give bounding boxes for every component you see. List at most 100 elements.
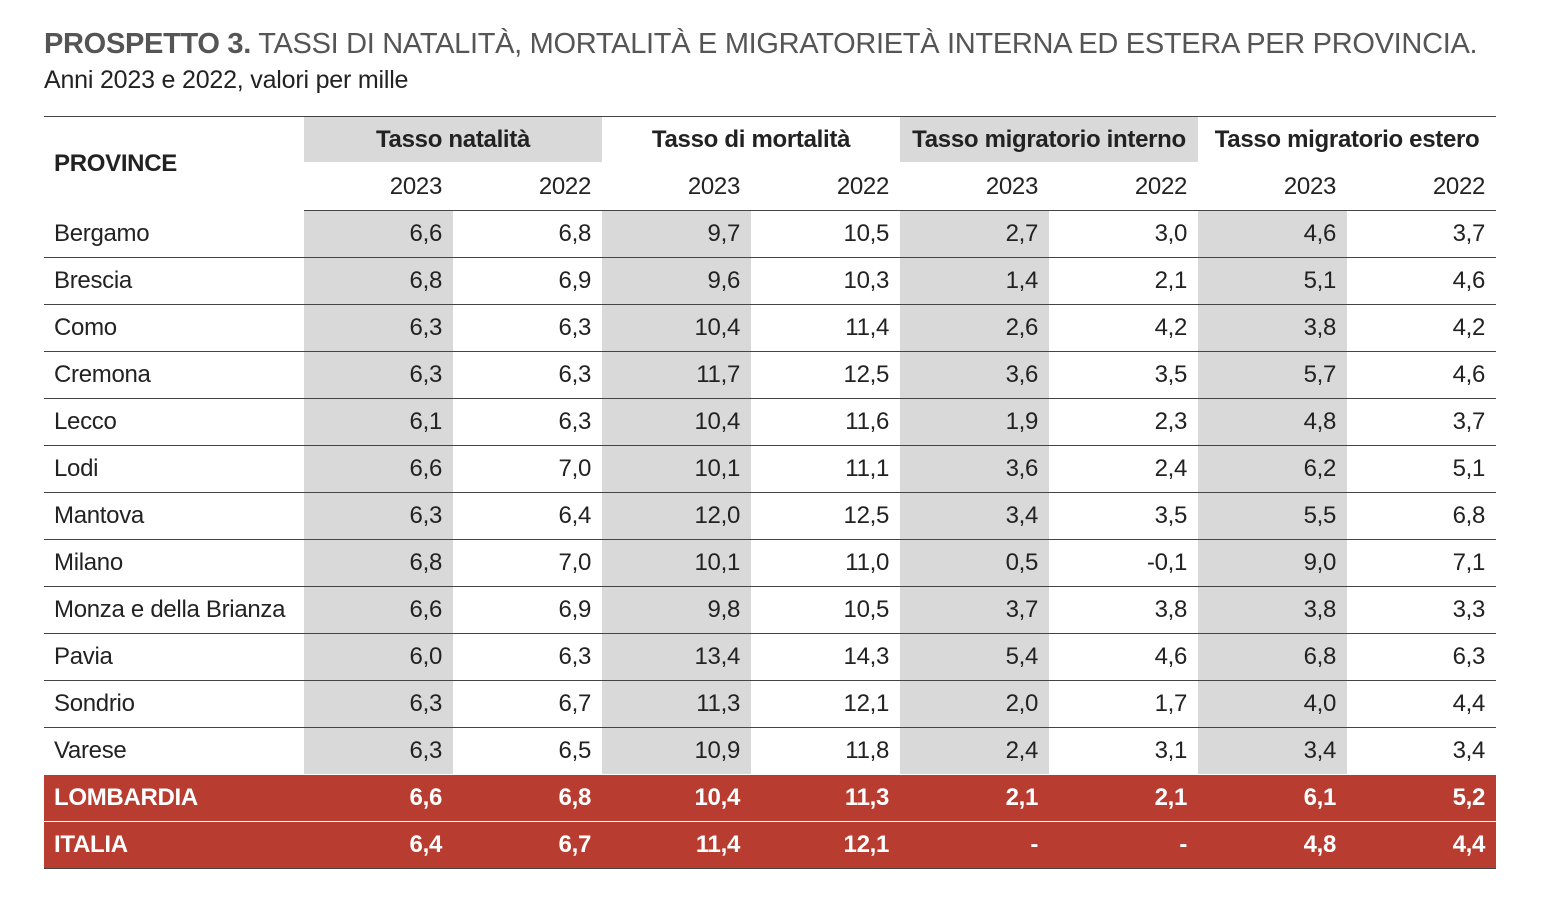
value-cell: 7,1: [1347, 539, 1497, 587]
value-cell: 2,6: [900, 304, 1050, 352]
table-row: Monza e della Brianza 6,6 6,9 9,8 10,5 3,7 3,8…: [44, 586, 1497, 634]
total-name: LOMBARDIA: [44, 774, 304, 822]
value-cell: 3,6: [900, 351, 1050, 399]
total-row: ITALIA 6,4 6,7 11,4 12,1- -4,8 4,4: [44, 821, 1497, 869]
group-header-migr-estero: Tasso migratorio estero: [1198, 116, 1497, 163]
value-cell: 11,4: [751, 304, 901, 352]
value-cell: 4,8: [1198, 821, 1348, 869]
value-cell: 1,4: [900, 257, 1050, 305]
table-row: Varese 6,3 6,5 10,9 11,8 2,4 3,1 3,4 3,4: [44, 727, 1497, 775]
value-cell: 3,6: [900, 445, 1050, 493]
value-cell: 10,9: [602, 727, 752, 775]
value-cell: 6,6: [304, 586, 453, 634]
value-cell: 6,9: [453, 257, 603, 305]
value-cell: 12,1: [751, 680, 901, 728]
value-cell: 10,3: [751, 257, 901, 305]
year-header: 2022: [1049, 162, 1199, 211]
value-cell: 6,4: [304, 821, 453, 869]
title-text: TASSI DI NATALITÀ, MORTALITÀ E MIGRATORI…: [250, 28, 1478, 60]
table-row: Pavia 6,0 6,3 13,4 14,3 5,4 4,6 6,8 6,3: [44, 633, 1497, 681]
value-cell: 6,3: [304, 680, 453, 728]
value-cell: 6,5: [453, 727, 603, 775]
value-cell: 11,4: [602, 821, 752, 869]
value-cell: 10,1: [602, 445, 752, 493]
value-cell: 4,6: [1198, 210, 1348, 258]
value-cell: 6,3: [304, 492, 453, 540]
table-row: Sondrio 6,3 6,7 11,3 12,1 2,0 1,7 4,0 4,4: [44, 680, 1497, 728]
province-name: Brescia: [44, 257, 304, 305]
province-name: Lodi: [44, 445, 304, 493]
value-cell: 10,5: [751, 210, 901, 258]
value-cell: 11,8: [751, 727, 901, 775]
value-cell: 5,7: [1198, 351, 1348, 399]
total-name: ITALIA: [44, 821, 304, 869]
value-cell: 0,5: [900, 539, 1050, 587]
value-cell: 6,1: [1198, 774, 1348, 822]
value-cell: -: [1049, 821, 1199, 869]
value-cell: 6,1: [304, 398, 453, 446]
value-cell: 6,3: [453, 304, 603, 352]
value-cell: 4,2: [1049, 304, 1199, 352]
province-name: Como: [44, 304, 304, 352]
value-cell: 3,8: [1049, 586, 1199, 634]
value-cell: 10,1: [602, 539, 752, 587]
value-cell: 2,1: [900, 774, 1050, 822]
value-cell: 1,7: [1049, 680, 1199, 728]
value-cell: 12,0: [602, 492, 752, 540]
value-cell: 6,3: [453, 633, 603, 681]
year-header: 2022: [751, 162, 901, 211]
value-cell: 3,7: [1347, 398, 1497, 446]
value-cell: 6,3: [453, 351, 603, 399]
value-cell: 10,5: [751, 586, 901, 634]
value-cell: 3,4: [1347, 727, 1497, 775]
value-cell: 3,4: [900, 492, 1050, 540]
value-cell: 6,8: [304, 257, 453, 305]
province-name: Monza e della Brianza: [44, 586, 304, 634]
province-name: Bergamo: [44, 210, 304, 258]
value-cell: 5,5: [1198, 492, 1348, 540]
table-title: PROSPETTO 3. TASSI DI NATALITÀ, MORTALIT…: [44, 26, 1478, 62]
province-name: Milano: [44, 539, 304, 587]
value-cell: 6,7: [453, 821, 603, 869]
value-cell: 11,3: [602, 680, 752, 728]
value-cell: 6,0: [304, 633, 453, 681]
province-name: Pavia: [44, 633, 304, 681]
value-cell: 3,5: [1049, 492, 1199, 540]
value-cell: 6,3: [304, 727, 453, 775]
value-cell: 14,3: [751, 633, 901, 681]
value-cell: 3,8: [1198, 586, 1348, 634]
value-cell: 2,7: [900, 210, 1050, 258]
value-cell: 3,5: [1049, 351, 1199, 399]
table-subtitle: Anni 2023 e 2022, valori per mille: [44, 66, 409, 94]
value-cell: 2,0: [900, 680, 1050, 728]
value-cell: 6,6: [304, 774, 453, 822]
year-header: 2022: [453, 162, 603, 211]
province-header: PROVINCE: [44, 116, 304, 211]
value-cell: 3,3: [1347, 586, 1497, 634]
value-cell: 3,4: [1198, 727, 1348, 775]
value-cell: 6,7: [453, 680, 603, 728]
value-cell: 5,1: [1347, 445, 1497, 493]
value-cell: 6,8: [304, 539, 453, 587]
value-cell: 3,1: [1049, 727, 1199, 775]
value-cell: 2,1: [1049, 774, 1199, 822]
value-cell: 6,3: [453, 398, 603, 446]
value-cell: 6,6: [304, 210, 453, 258]
value-cell: 3,8: [1198, 304, 1348, 352]
total-row: LOMBARDIA 6,6 6,8 10,4 11,3 2,1 2,1 6,1 5,2: [44, 774, 1497, 822]
value-cell: 11,1: [751, 445, 901, 493]
year-header: 2023: [1198, 162, 1348, 211]
year-header: 2023: [304, 162, 453, 211]
value-cell: 9,6: [602, 257, 752, 305]
value-cell: 2,3: [1049, 398, 1199, 446]
group-header-mortalita: Tasso di mortalità: [602, 116, 901, 163]
value-cell: 10,4: [602, 304, 752, 352]
value-cell: 7,0: [453, 539, 603, 587]
value-cell: 6,8: [1198, 633, 1348, 681]
value-cell: 6,8: [1347, 492, 1497, 540]
value-cell: 6,8: [453, 774, 603, 822]
value-cell: 9,8: [602, 586, 752, 634]
value-cell: 5,2: [1347, 774, 1497, 822]
province-name: Lecco: [44, 398, 304, 446]
table-row: Lodi 6,6 7,0 10,1 11,1 3,6 2,4 6,2 5,1: [44, 445, 1497, 493]
